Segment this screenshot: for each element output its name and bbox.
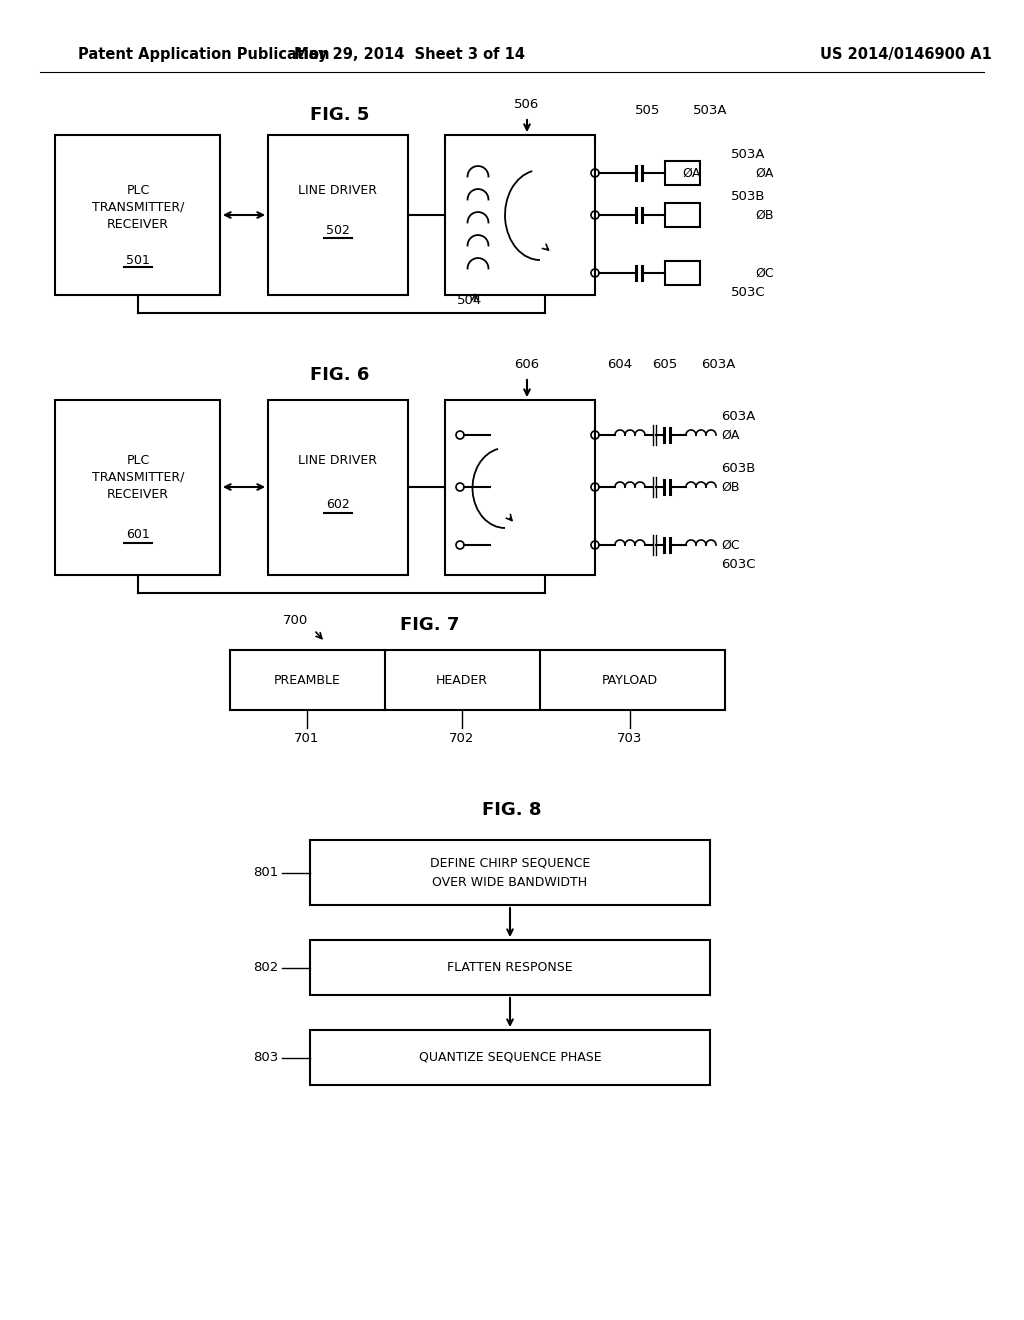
Text: May 29, 2014  Sheet 3 of 14: May 29, 2014 Sheet 3 of 14 — [295, 48, 525, 62]
Text: FIG. 6: FIG. 6 — [310, 366, 370, 384]
Text: 801: 801 — [253, 866, 278, 879]
Text: 505: 505 — [635, 103, 660, 116]
Text: 603C: 603C — [721, 558, 756, 572]
Text: 703: 703 — [617, 731, 643, 744]
Text: ØA: ØA — [755, 166, 773, 180]
Text: 602: 602 — [326, 499, 350, 511]
Bar — [310, 940, 710, 995]
Text: ØB: ØB — [755, 209, 773, 222]
Text: OVER WIDE BANDWIDTH: OVER WIDE BANDWIDTH — [432, 875, 588, 888]
Text: 604: 604 — [607, 359, 633, 371]
Text: ØA: ØA — [682, 166, 700, 180]
Text: 603A: 603A — [700, 359, 735, 371]
Bar — [665, 203, 700, 227]
Text: RECEIVER: RECEIVER — [106, 487, 169, 500]
Text: RECEIVER: RECEIVER — [106, 218, 169, 231]
Text: HEADER: HEADER — [436, 673, 488, 686]
Bar — [268, 135, 408, 294]
Text: 702: 702 — [450, 731, 475, 744]
Text: 504: 504 — [458, 293, 482, 306]
Text: LINE DRIVER: LINE DRIVER — [299, 454, 378, 466]
Text: QUANTIZE SEQUENCE PHASE: QUANTIZE SEQUENCE PHASE — [419, 1051, 601, 1064]
Text: FIG. 7: FIG. 7 — [400, 616, 460, 634]
Text: ØB: ØB — [721, 480, 739, 494]
Bar — [310, 840, 710, 906]
Text: PREAMBLE: PREAMBLE — [273, 673, 340, 686]
Bar — [665, 161, 700, 185]
Text: US 2014/0146900 A1: US 2014/0146900 A1 — [820, 48, 992, 62]
Text: 502: 502 — [326, 223, 350, 236]
Text: 701: 701 — [294, 731, 319, 744]
Text: 501: 501 — [126, 253, 150, 267]
Bar — [268, 400, 408, 576]
Bar — [230, 649, 725, 710]
Text: TRANSMITTER/: TRANSMITTER/ — [92, 470, 184, 483]
Text: FIG. 5: FIG. 5 — [310, 106, 370, 124]
Text: ØC: ØC — [721, 539, 739, 552]
Text: 503C: 503C — [731, 286, 765, 300]
Text: DEFINE CHIRP SEQUENCE: DEFINE CHIRP SEQUENCE — [430, 857, 590, 870]
Text: 605: 605 — [652, 359, 678, 371]
Text: FLATTEN RESPONSE: FLATTEN RESPONSE — [447, 961, 572, 974]
Text: 503A: 503A — [693, 103, 727, 116]
Text: 606: 606 — [514, 359, 540, 371]
Text: LINE DRIVER: LINE DRIVER — [299, 183, 378, 197]
Text: ØA: ØA — [721, 429, 739, 441]
Text: 803: 803 — [253, 1051, 278, 1064]
Bar — [445, 135, 595, 294]
Text: 503B: 503B — [731, 190, 765, 203]
Text: ØC: ØC — [755, 267, 773, 280]
Text: 700: 700 — [284, 614, 308, 627]
Bar — [310, 1030, 710, 1085]
Text: PLC: PLC — [126, 183, 150, 197]
Bar — [445, 400, 595, 576]
Text: FIG. 8: FIG. 8 — [482, 801, 542, 818]
Text: PAYLOAD: PAYLOAD — [602, 673, 658, 686]
Bar — [55, 400, 220, 576]
Text: 603B: 603B — [721, 462, 756, 475]
Text: 802: 802 — [253, 961, 278, 974]
Text: Patent Application Publication: Patent Application Publication — [78, 48, 330, 62]
Text: PLC: PLC — [126, 454, 150, 466]
Text: 601: 601 — [126, 528, 150, 541]
Text: 506: 506 — [514, 99, 540, 111]
Bar — [55, 135, 220, 294]
Text: 603A: 603A — [721, 411, 756, 424]
Bar — [665, 261, 700, 285]
Text: TRANSMITTER/: TRANSMITTER/ — [92, 201, 184, 214]
Text: 503A: 503A — [731, 149, 765, 161]
